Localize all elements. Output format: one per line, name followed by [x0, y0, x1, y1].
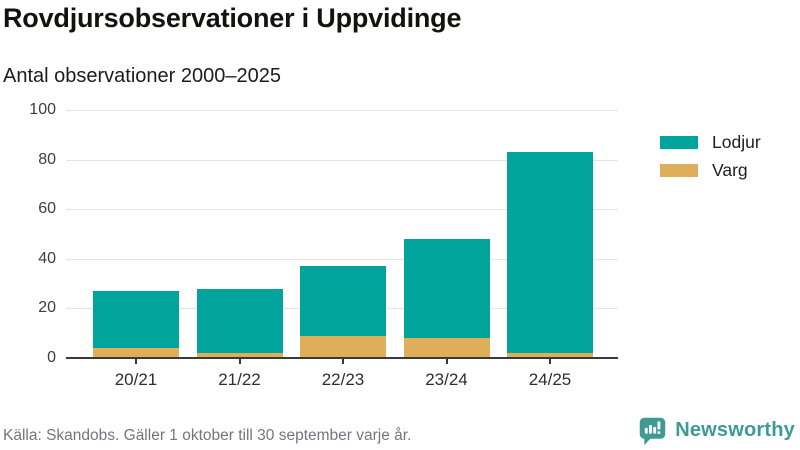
x-axis-label-22/23: 22/23 — [321, 370, 365, 389]
x-tick-20/21 — [135, 358, 137, 364]
y-axis-label-40: 40 — [38, 249, 56, 267]
gridline-100 — [66, 110, 618, 111]
bar-segment-lodjur-21/22 — [196, 288, 283, 354]
bar-segment-varg-23/24 — [403, 338, 490, 358]
legend-item-varg: Varg — [660, 156, 761, 184]
bar-segment-lodjur-20/21 — [93, 291, 179, 349]
gridline-80 — [66, 159, 618, 161]
page-title: Rovdjursobservationer i Uppvidinge — [3, 3, 462, 33]
newsworthy-chart-bubble-icon — [639, 417, 666, 446]
legend-item-lodjur: Lodjur — [660, 128, 761, 156]
legend-label-lodjur: Lodjur — [712, 131, 761, 152]
x-axis-label-20/21: 20/21 — [114, 370, 158, 389]
bar-segment-lodjur-22/23 — [300, 266, 386, 336]
chart-subtitle: Antal observationer 2000–2025 — [3, 65, 281, 87]
y-axis-label-80: 80 — [38, 150, 56, 168]
y-axis-label-60: 60 — [38, 200, 56, 218]
x-axis-label-24/25: 24/25 — [528, 370, 572, 389]
bar-segment-varg-24/25 — [507, 353, 593, 358]
bar-segment-varg-22/23 — [300, 335, 386, 358]
bar-segment-varg-20/21 — [93, 348, 179, 358]
legend-swatch-lodjur — [660, 135, 698, 149]
x-tick-22/23 — [342, 358, 344, 364]
x-axis-label-21/22: 21/22 — [218, 370, 261, 389]
bar-segment-varg-21/22 — [196, 353, 283, 358]
plot-area: 20/21 21/22 22/23 23/24 24/25 — [66, 110, 618, 389]
x-tick-23/24 — [445, 358, 448, 364]
x-tick-24/25 — [549, 358, 551, 364]
x-axis-label-23/24: 23/24 — [425, 370, 468, 389]
y-axis-label-20: 20 — [38, 299, 56, 317]
newsworthy-wordmark: Newsworthy — [675, 419, 795, 441]
legend: Lodjur Varg — [660, 128, 761, 184]
legend-label-varg: Varg — [712, 159, 748, 180]
gridline-40 — [66, 258, 618, 260]
legend-swatch-varg — [660, 163, 698, 177]
y-axis-label-0: 0 — [47, 349, 56, 366]
y-axis-label-100: 100 — [29, 101, 56, 118]
newsworthy-logo[interactable]: Newsworthy — [637, 415, 795, 446]
source-note: Källa: Skandobs. Gäller 1 oktober till 3… — [3, 427, 412, 444]
bar-segment-lodjur-24/25 — [507, 152, 593, 354]
gridline-60 — [66, 209, 618, 211]
x-tick-21/22 — [238, 358, 241, 364]
bar-segment-lodjur-23/24 — [403, 238, 490, 339]
